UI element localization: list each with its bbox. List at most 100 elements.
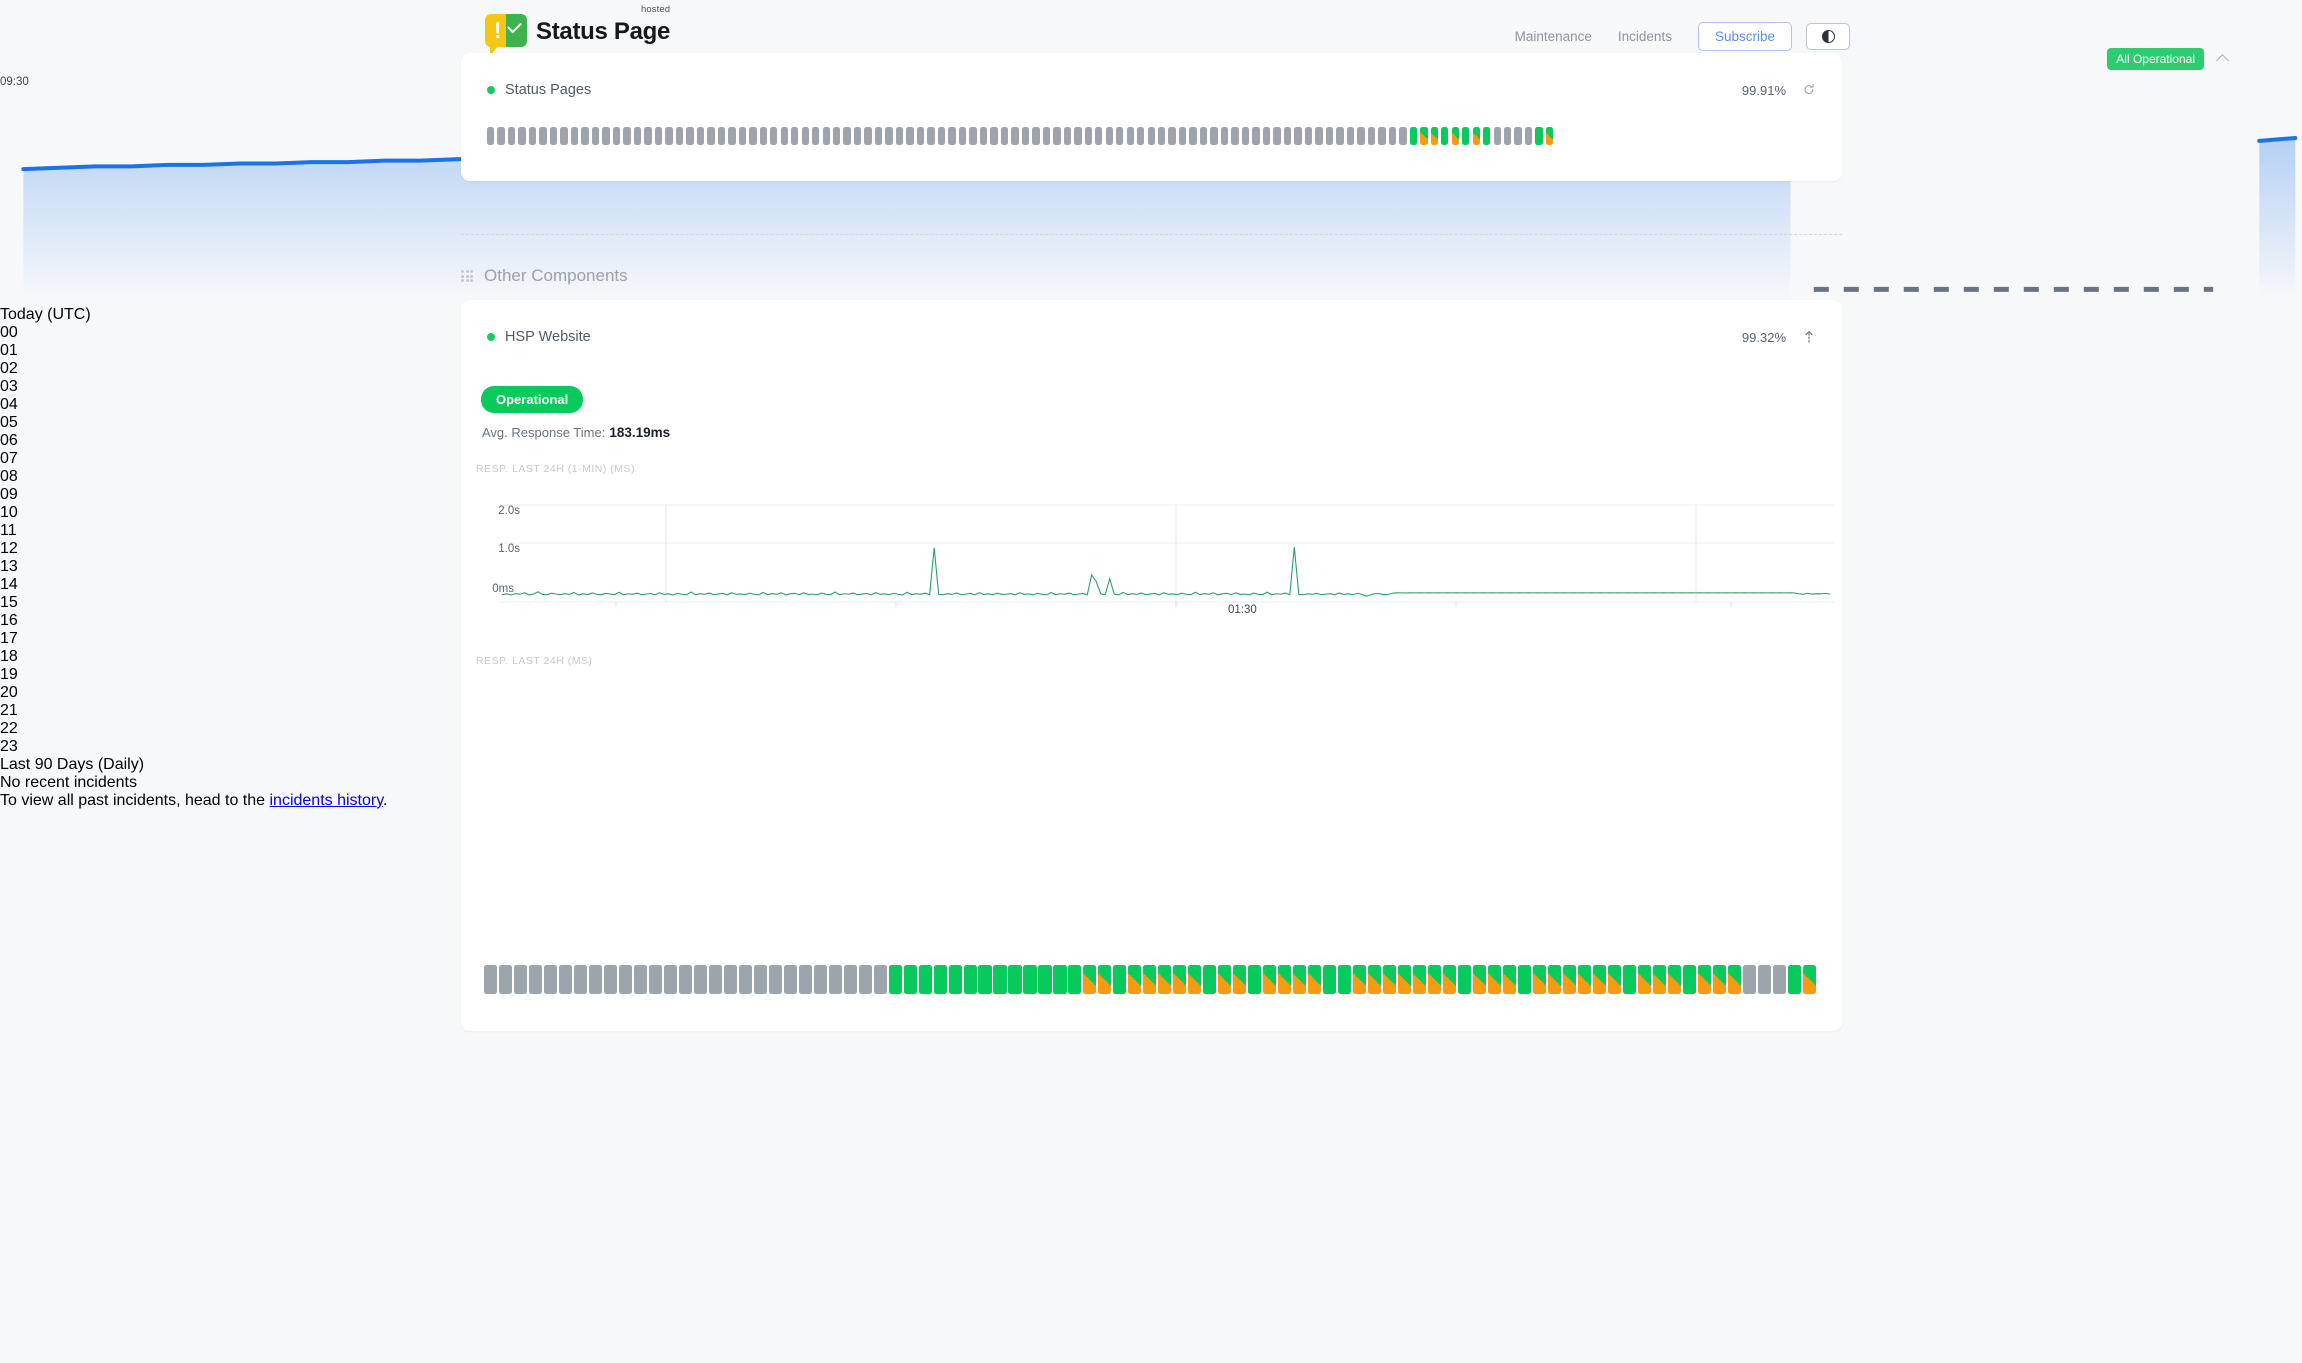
hour-block[interactable]: 03 — [0, 378, 18, 396]
uptime-bar[interactable] — [1514, 127, 1522, 145]
uptime-bar[interactable] — [1622, 965, 1636, 994]
uptime-bar[interactable] — [663, 965, 677, 994]
uptime-bar[interactable] — [1398, 965, 1412, 994]
uptime-bar[interactable] — [843, 127, 851, 145]
uptime-bar[interactable] — [1178, 127, 1187, 145]
uptime-bar[interactable] — [1105, 127, 1113, 145]
uptime-bar[interactable] — [558, 965, 573, 994]
uptime-bar[interactable] — [1189, 127, 1197, 145]
uptime-bar[interactable] — [874, 127, 883, 145]
hour-block[interactable]: 13 — [0, 558, 18, 576]
uptime-bar[interactable] — [1038, 965, 1052, 994]
uptime-bar[interactable] — [1457, 965, 1472, 994]
uptime-bar[interactable] — [518, 127, 526, 145]
uptime-bar[interactable] — [1095, 127, 1103, 145]
uptime-bar[interactable] — [1011, 127, 1019, 145]
uptime-bar[interactable] — [1137, 127, 1145, 145]
hour-block[interactable]: 00 — [0, 324, 18, 342]
uptime-bar[interactable] — [1472, 965, 1487, 994]
uptime-bar[interactable] — [728, 127, 736, 145]
uptime-bar[interactable] — [783, 965, 797, 994]
theme-toggle-button[interactable] — [1806, 23, 1850, 50]
uptime-bar[interactable] — [979, 127, 988, 145]
uptime-bar[interactable] — [885, 127, 893, 145]
uptime-bar[interactable] — [1032, 127, 1040, 145]
uptime-bar[interactable] — [1727, 965, 1741, 994]
uptime-bar[interactable] — [1378, 127, 1386, 145]
uptime-bar[interactable] — [1637, 965, 1651, 994]
uptime-bar[interactable] — [507, 127, 516, 145]
component-row[interactable]: HSP Website 99.32% — [487, 329, 1816, 345]
hour-block[interactable]: 19 — [0, 666, 18, 684]
uptime-bar[interactable] — [1323, 965, 1337, 994]
uptime-bar[interactable] — [990, 127, 998, 145]
uptime-bar[interactable] — [1428, 965, 1442, 994]
uptime-bar[interactable] — [1441, 127, 1449, 145]
uptime-bar[interactable] — [1535, 127, 1543, 145]
uptime-bar[interactable] — [969, 127, 977, 145]
uptime-bar[interactable] — [1325, 127, 1334, 145]
uptime-bar[interactable] — [1278, 965, 1292, 994]
uptime-bar[interactable] — [813, 965, 827, 994]
hour-block[interactable]: 20 — [0, 684, 18, 702]
uptime-bar[interactable] — [1308, 965, 1322, 994]
uptime-bar[interactable] — [958, 127, 967, 145]
uptime-bar[interactable] — [1712, 965, 1726, 994]
uptime-bar[interactable] — [1443, 965, 1457, 994]
uptime-bar[interactable] — [1682, 965, 1696, 994]
uptime-bar[interactable] — [1524, 127, 1533, 145]
hour-block[interactable]: 02 — [0, 360, 18, 378]
uptime-bar[interactable] — [978, 965, 992, 994]
uptime-bar[interactable] — [1273, 127, 1281, 145]
uptime-bar[interactable] — [644, 127, 652, 145]
uptime-bar[interactable] — [570, 127, 579, 145]
uptime-bar[interactable] — [738, 127, 747, 145]
uptime-bar[interactable] — [1293, 965, 1307, 994]
uptime-bar[interactable] — [675, 127, 684, 145]
uptime-bar[interactable] — [801, 127, 809, 145]
uptime-bar[interactable] — [623, 127, 631, 145]
uptime-bar[interactable] — [1577, 965, 1591, 994]
uptime-bar[interactable] — [1517, 965, 1532, 994]
uptime-bar[interactable] — [497, 127, 505, 145]
uptime-bar[interactable] — [738, 965, 752, 994]
uptime-bar[interactable] — [1547, 965, 1561, 994]
uptime-bar[interactable] — [1023, 965, 1037, 994]
uptime-bar[interactable] — [1430, 127, 1438, 145]
uptime-bar[interactable] — [888, 965, 902, 994]
uptime-bar[interactable] — [528, 965, 543, 994]
uptime-bar[interactable] — [1220, 127, 1229, 145]
uptime-bar[interactable] — [864, 127, 872, 145]
hour-block[interactable]: 14 — [0, 576, 18, 594]
uptime-bar[interactable] — [1074, 127, 1082, 145]
uptime-bar[interactable] — [1143, 965, 1157, 994]
uptime-bar[interactable] — [648, 965, 662, 994]
uptime-bar[interactable] — [1147, 127, 1155, 145]
uptime-bar[interactable] — [1667, 965, 1681, 994]
uptime-bar[interactable] — [759, 127, 767, 145]
hour-block[interactable]: 04 — [0, 396, 18, 414]
uptime-bar[interactable] — [513, 965, 528, 994]
status-pages-row[interactable]: Status Pages 99.91% — [487, 82, 1816, 98]
uptime-bar[interactable] — [1357, 127, 1365, 145]
uptime-bar[interactable] — [1053, 127, 1061, 145]
brand-logo[interactable]: ! Status Page hosted — [485, 4, 670, 57]
uptime-bar[interactable] — [948, 127, 956, 145]
uptime-bar[interactable] — [828, 965, 842, 994]
uptime-bar[interactable] — [843, 965, 857, 994]
uptime-bar[interactable] — [1063, 127, 1072, 145]
uptime-bar[interactable] — [1252, 127, 1260, 145]
hour-block[interactable]: 12 — [0, 540, 18, 558]
uptime-bar[interactable] — [768, 965, 782, 994]
uptime-bar[interactable] — [1042, 127, 1051, 145]
hour-block[interactable]: 10 — [0, 504, 18, 522]
uptime-bar[interactable] — [812, 127, 820, 145]
nav-item-maintenance[interactable]: Maintenance — [1514, 29, 1592, 44]
uptime-bar[interactable] — [1262, 127, 1271, 145]
uptime-bar[interactable] — [903, 965, 917, 994]
uptime-bar[interactable] — [1592, 965, 1606, 994]
uptime-bar[interactable] — [1116, 127, 1124, 145]
uptime-bar[interactable] — [1336, 127, 1344, 145]
uptime-bar[interactable] — [1652, 965, 1666, 994]
uptime-bar[interactable] — [603, 965, 617, 994]
